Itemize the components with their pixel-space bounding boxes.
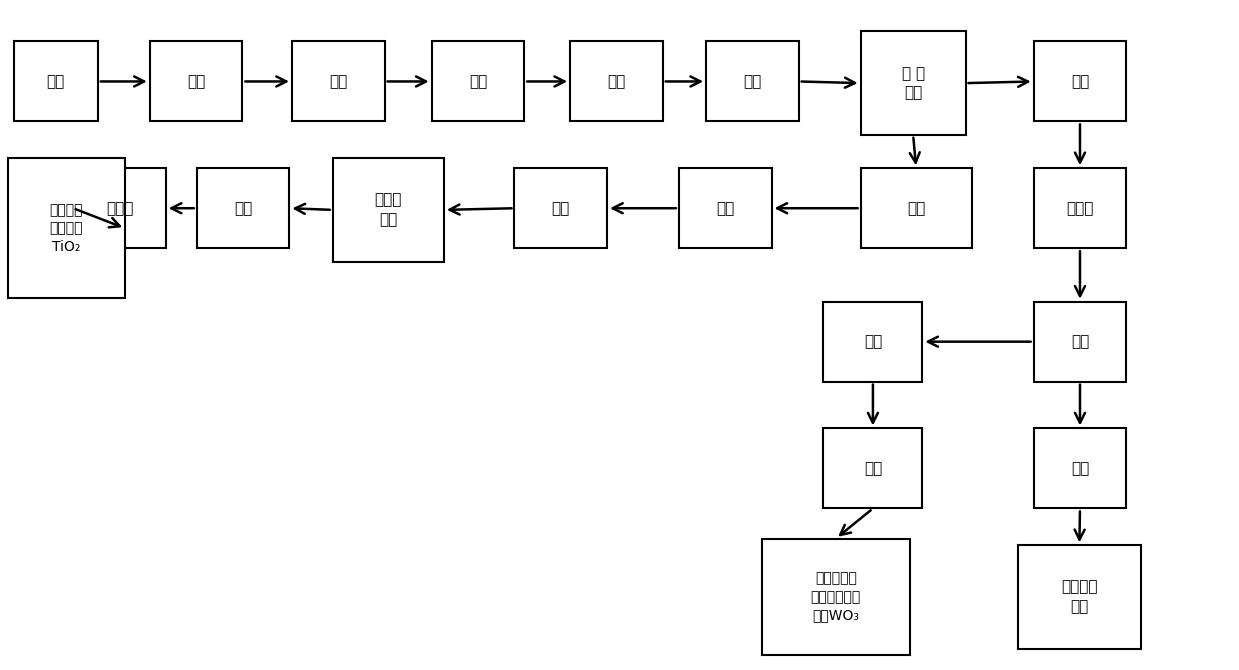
Text: 吹扫: 吹扫 (47, 74, 64, 89)
Bar (762, 539, 909, 655)
Text: 水解: 水解 (551, 201, 570, 216)
Text: 冲洗: 冲洗 (187, 74, 206, 89)
Text: 沉降: 沉降 (743, 74, 762, 89)
Bar (333, 158, 444, 261)
Text: 卖作耐火
材料: 卖作耐火 材料 (1061, 580, 1098, 614)
Bar (292, 42, 384, 121)
Bar (73, 168, 166, 249)
Text: 加热: 加热 (864, 461, 882, 476)
Bar (431, 42, 524, 121)
Text: 干燥、煅
烧，生成
TiO₂: 干燥、煅 烧，生成 TiO₂ (50, 203, 83, 254)
Bar (824, 302, 922, 382)
Text: 过滤: 过滤 (1070, 334, 1089, 349)
Text: 浓缩: 浓缩 (716, 201, 735, 216)
Bar (7, 158, 125, 298)
Text: 板 框
过滤: 板 框 过滤 (902, 66, 924, 100)
Bar (1017, 545, 1141, 649)
Text: 滤液: 滤液 (907, 201, 926, 216)
Text: 酸解: 酸解 (468, 74, 487, 89)
Bar (1033, 302, 1126, 382)
Bar (570, 42, 663, 121)
Text: 蒸发结晶，
干燥、煅烧，
生成WO₃: 蒸发结晶， 干燥、煅烧， 生成WO₃ (810, 572, 861, 622)
Bar (861, 31, 965, 135)
Text: 滤渣: 滤渣 (234, 201, 253, 216)
Text: 絮凝: 絮凝 (607, 74, 626, 89)
Bar (1033, 168, 1126, 249)
Text: 叶滤机
过滤: 叶滤机 过滤 (374, 192, 401, 227)
Bar (824, 428, 922, 509)
Bar (14, 42, 98, 121)
Text: 加氨水: 加氨水 (1067, 201, 1094, 216)
Bar (150, 42, 243, 121)
Text: 滤液: 滤液 (864, 334, 882, 349)
Bar (1033, 428, 1126, 509)
Bar (514, 168, 607, 249)
Bar (679, 168, 772, 249)
Bar (197, 168, 290, 249)
Text: 滤渣: 滤渣 (1070, 74, 1089, 89)
Bar (1033, 42, 1126, 121)
Bar (706, 42, 799, 121)
Text: 盐处理: 盐处理 (105, 201, 133, 216)
Bar (861, 168, 971, 249)
Text: 破碎: 破碎 (330, 74, 347, 89)
Text: 滤渣: 滤渣 (1070, 461, 1089, 476)
